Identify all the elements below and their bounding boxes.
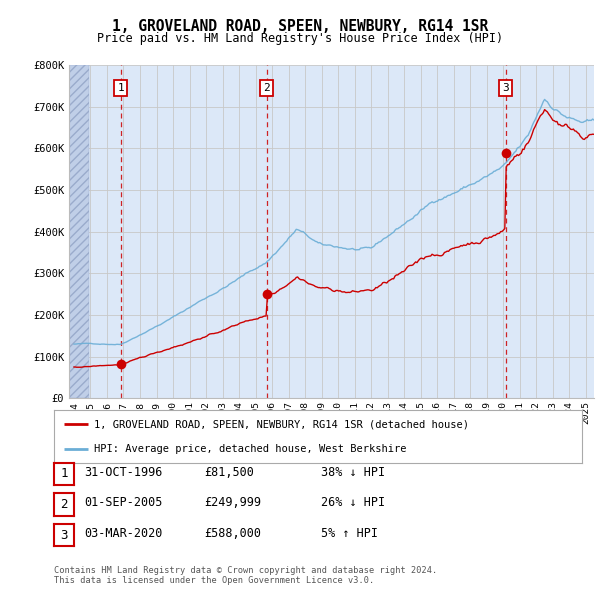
Text: 2: 2 [263,83,270,93]
Text: 26% ↓ HPI: 26% ↓ HPI [321,496,385,509]
Text: 01-SEP-2005: 01-SEP-2005 [84,496,163,509]
Text: 03-MAR-2020: 03-MAR-2020 [84,527,163,540]
Text: 1: 1 [118,83,124,93]
Text: 38% ↓ HPI: 38% ↓ HPI [321,466,385,478]
Text: 5% ↑ HPI: 5% ↑ HPI [321,527,378,540]
Text: Price paid vs. HM Land Registry's House Price Index (HPI): Price paid vs. HM Land Registry's House … [97,32,503,45]
Text: £588,000: £588,000 [204,527,261,540]
Text: 3: 3 [503,83,509,93]
Text: 3: 3 [60,529,68,542]
Text: 2: 2 [60,498,68,511]
Text: 1: 1 [60,467,68,480]
Text: 1, GROVELAND ROAD, SPEEN, NEWBURY, RG14 1SR (detached house): 1, GROVELAND ROAD, SPEEN, NEWBURY, RG14 … [94,419,469,430]
Text: £81,500: £81,500 [204,466,254,478]
Text: £249,999: £249,999 [204,496,261,509]
Text: 31-OCT-1996: 31-OCT-1996 [84,466,163,478]
Text: 1, GROVELAND ROAD, SPEEN, NEWBURY, RG14 1SR: 1, GROVELAND ROAD, SPEEN, NEWBURY, RG14 … [112,19,488,34]
Text: HPI: Average price, detached house, West Berkshire: HPI: Average price, detached house, West… [94,444,406,454]
Text: Contains HM Land Registry data © Crown copyright and database right 2024.
This d: Contains HM Land Registry data © Crown c… [54,566,437,585]
